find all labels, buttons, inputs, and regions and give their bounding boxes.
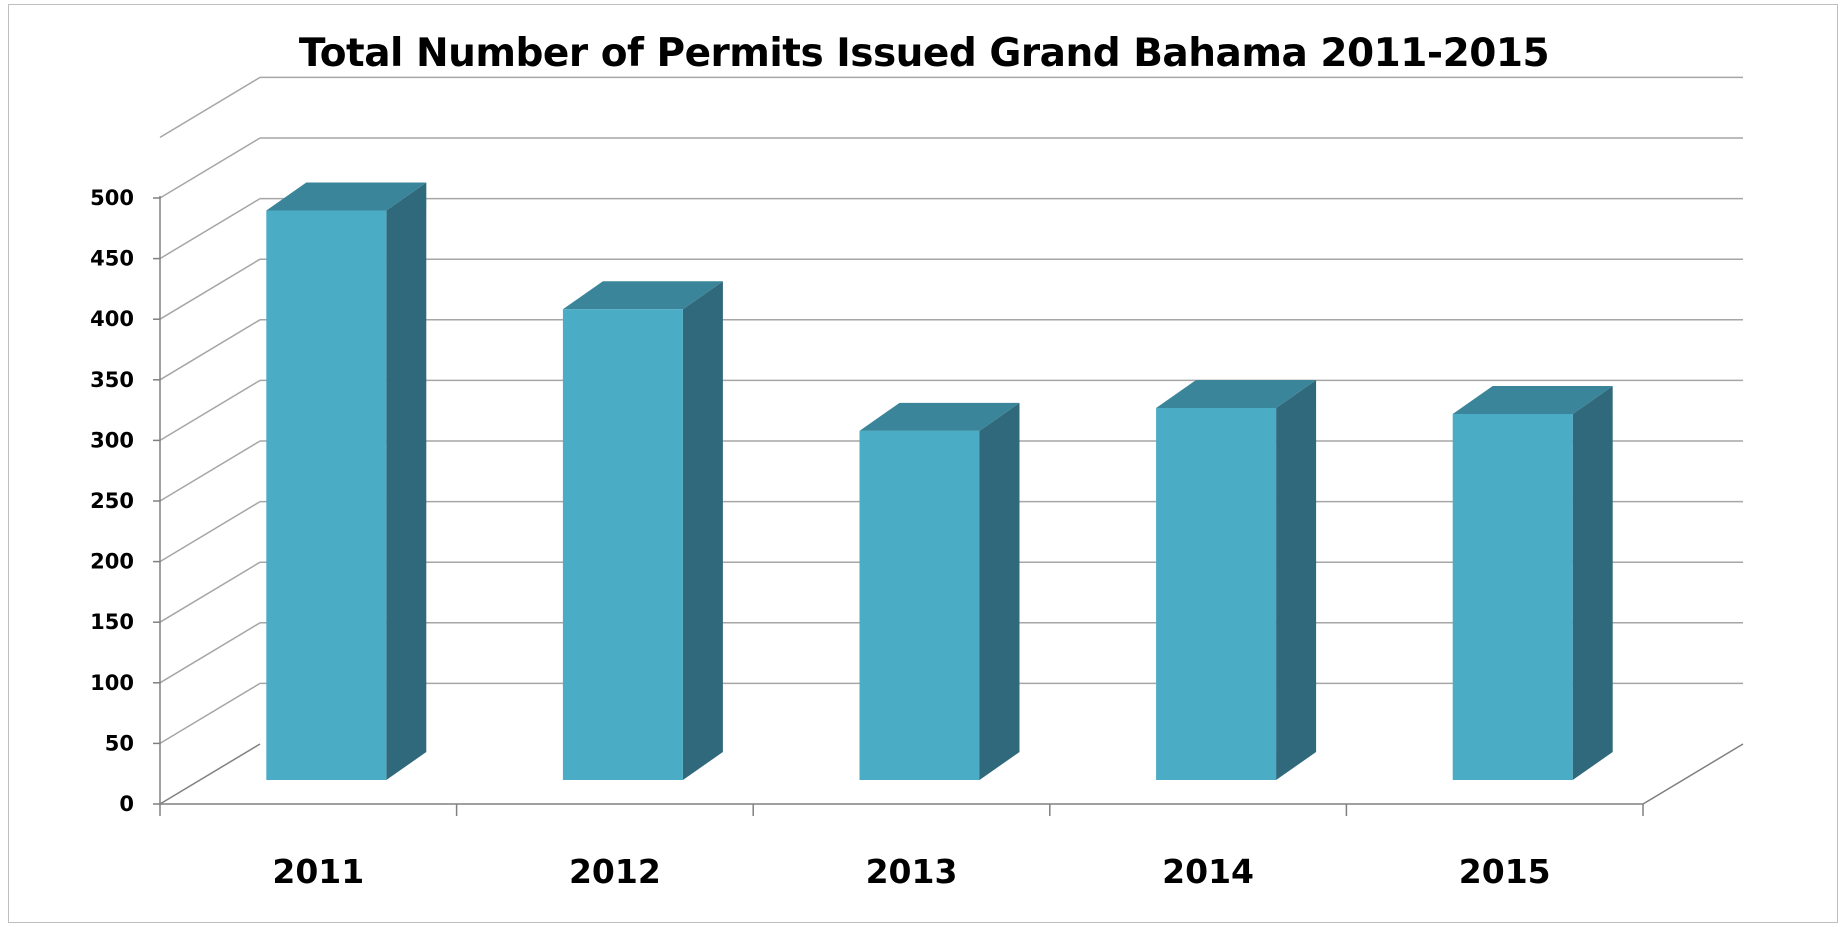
x-tick-label: 2012 bbox=[569, 852, 661, 891]
bar-front bbox=[1452, 413, 1573, 780]
bar-top bbox=[562, 281, 723, 310]
gridline-side bbox=[159, 440, 261, 502]
bar-top bbox=[1452, 385, 1613, 414]
bar-2012 bbox=[562, 281, 723, 780]
chart-title: Total Number of Permits Issued Grand Bah… bbox=[298, 31, 1550, 76]
x-tick-label: 2014 bbox=[1162, 852, 1254, 891]
bars bbox=[266, 182, 1613, 780]
y-tick-label: 200 bbox=[90, 550, 134, 574]
y-tick-label: 300 bbox=[90, 428, 134, 452]
gridline-side bbox=[159, 137, 261, 199]
gridline-side bbox=[159, 379, 261, 442]
y-tick-label: 350 bbox=[90, 368, 134, 392]
axes bbox=[153, 196, 1744, 816]
x-tick-label: 2011 bbox=[272, 852, 364, 891]
bar-2014 bbox=[1156, 379, 1317, 780]
bar-side bbox=[979, 402, 1020, 780]
y-tick-label: 150 bbox=[90, 610, 134, 634]
floor-left-edge bbox=[159, 743, 261, 805]
y-tick-label: 400 bbox=[90, 307, 134, 331]
y-tick-label: 450 bbox=[90, 247, 134, 271]
y-tick-label: 50 bbox=[105, 731, 134, 755]
bar-top bbox=[1156, 379, 1317, 408]
y-tick-label: 0 bbox=[119, 792, 134, 816]
x-tick-label: 2015 bbox=[1459, 852, 1551, 891]
bar-front bbox=[859, 430, 980, 780]
bar-side bbox=[682, 281, 723, 780]
x-tick-label: 2013 bbox=[866, 852, 958, 891]
y-tick-label: 500 bbox=[90, 186, 134, 210]
gridline-side bbox=[159, 500, 261, 563]
bar-front bbox=[266, 210, 387, 780]
bar-side bbox=[1572, 385, 1613, 780]
gridline-side bbox=[159, 258, 261, 320]
x-tick-labels: 2011 2012 2013 2014 2015 bbox=[272, 852, 1550, 891]
gridline-side bbox=[159, 622, 261, 684]
bar-front bbox=[1156, 407, 1277, 780]
y-tick-labels: 0 50 100 150 200 250 300 350 400 450 500 bbox=[90, 186, 134, 816]
gridline-side bbox=[159, 682, 261, 745]
bar-front bbox=[562, 309, 683, 780]
bar-side bbox=[386, 182, 427, 780]
gridline-side bbox=[159, 319, 261, 381]
bar-2011 bbox=[266, 182, 427, 780]
bar-top bbox=[266, 182, 427, 211]
floor-right-edge bbox=[1642, 743, 1744, 805]
y-tick-label: 250 bbox=[90, 489, 134, 513]
bar-top bbox=[859, 402, 1020, 431]
bar-side bbox=[1276, 379, 1317, 780]
bar-2013 bbox=[859, 402, 1020, 780]
gridline-side bbox=[159, 197, 261, 260]
bar-2015 bbox=[1452, 385, 1613, 780]
y-tick-label: 100 bbox=[90, 671, 134, 695]
gridline-side bbox=[159, 76, 261, 139]
gridline-side bbox=[159, 561, 261, 623]
